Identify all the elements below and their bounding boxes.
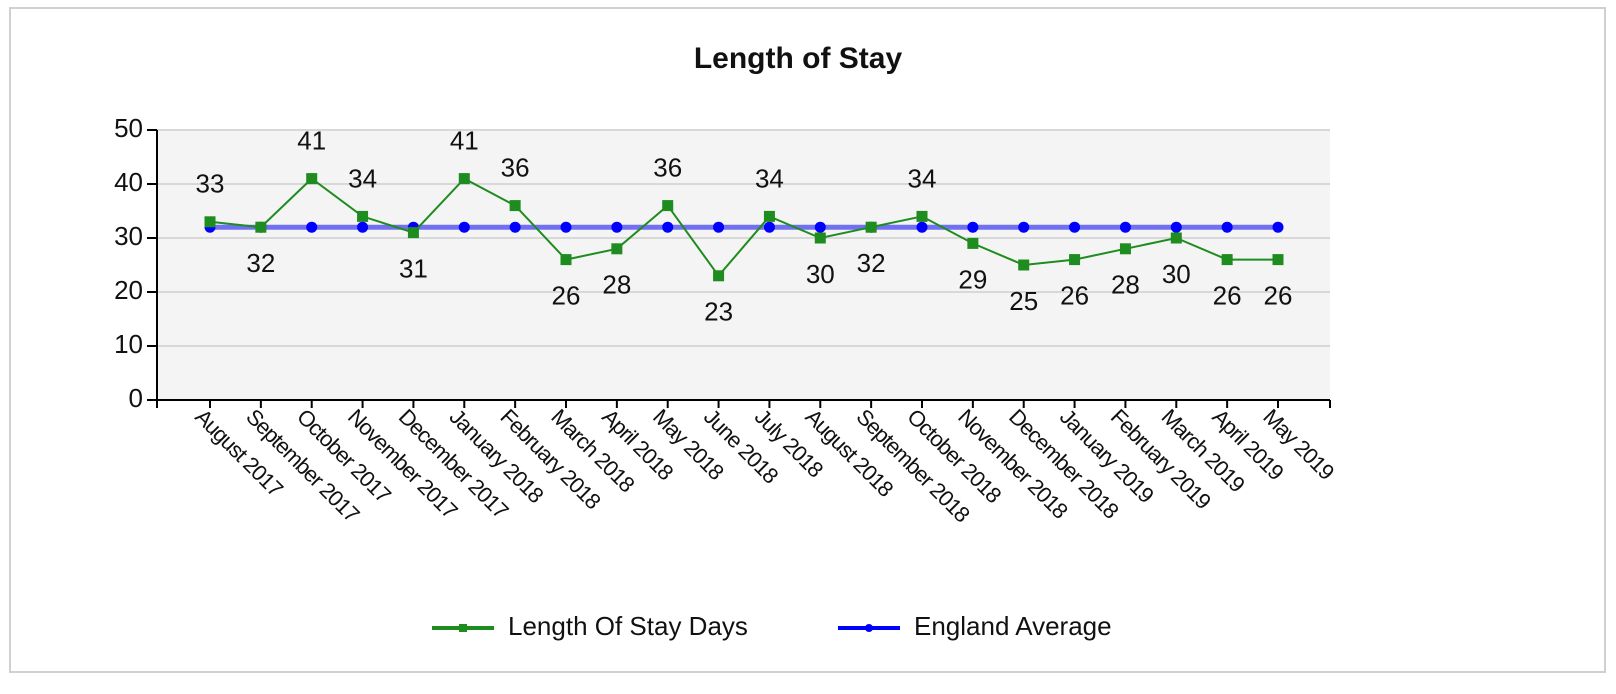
point bbox=[509, 200, 521, 212]
data-label: 25 bbox=[1009, 286, 1038, 316]
plot-area bbox=[157, 130, 1330, 400]
data-label: 31 bbox=[399, 253, 428, 283]
point bbox=[1221, 254, 1233, 266]
y-tick-label: 10 bbox=[114, 329, 143, 359]
data-label: 33 bbox=[196, 169, 225, 199]
point bbox=[611, 243, 623, 255]
point bbox=[458, 221, 470, 233]
point bbox=[713, 270, 725, 282]
legend-marker bbox=[459, 624, 467, 632]
y-tick-label: 40 bbox=[114, 167, 143, 197]
point bbox=[713, 221, 725, 233]
data-label: 26 bbox=[552, 280, 581, 310]
point bbox=[407, 227, 419, 239]
data-label: 36 bbox=[501, 152, 530, 182]
point bbox=[1221, 221, 1233, 233]
y-tick-label: 50 bbox=[114, 113, 143, 143]
data-label: 28 bbox=[602, 270, 631, 300]
data-label: 36 bbox=[653, 152, 682, 182]
point bbox=[306, 173, 318, 185]
point bbox=[662, 221, 674, 233]
point bbox=[916, 210, 928, 222]
point bbox=[814, 221, 826, 233]
point bbox=[1170, 221, 1182, 233]
data-label: 41 bbox=[297, 125, 326, 155]
point bbox=[763, 210, 775, 222]
data-label: 32 bbox=[857, 248, 886, 278]
point bbox=[560, 221, 572, 233]
point bbox=[357, 221, 369, 233]
point bbox=[611, 221, 623, 233]
data-label: 30 bbox=[1162, 259, 1191, 289]
data-label: 34 bbox=[755, 163, 784, 193]
point bbox=[1272, 254, 1284, 266]
point bbox=[916, 221, 928, 233]
point bbox=[662, 200, 674, 212]
chart-title: Length of Stay bbox=[694, 42, 903, 75]
data-label: 30 bbox=[806, 259, 835, 289]
data-label: 41 bbox=[450, 125, 479, 155]
point bbox=[1272, 221, 1284, 233]
data-label: 34 bbox=[348, 163, 377, 193]
point bbox=[357, 210, 369, 222]
series-line bbox=[209, 177, 1278, 278]
data-label: 26 bbox=[1213, 280, 1242, 310]
data-label: 29 bbox=[958, 264, 987, 294]
data-label: 23 bbox=[704, 297, 733, 327]
point bbox=[967, 237, 979, 249]
y-tick-label: 0 bbox=[129, 383, 143, 413]
point bbox=[1069, 254, 1081, 266]
point bbox=[865, 221, 877, 233]
y-tick-label: 30 bbox=[114, 221, 143, 251]
point bbox=[1018, 259, 1030, 271]
point bbox=[1119, 243, 1131, 255]
point bbox=[1170, 232, 1182, 244]
point bbox=[509, 221, 521, 233]
point bbox=[814, 232, 826, 244]
legend-label: England Average bbox=[914, 611, 1112, 641]
point bbox=[306, 221, 318, 233]
point bbox=[458, 173, 470, 185]
point bbox=[1069, 221, 1081, 233]
data-label: 32 bbox=[246, 248, 275, 278]
legend-label: Length Of Stay Days bbox=[508, 611, 748, 641]
point bbox=[204, 216, 216, 228]
point bbox=[255, 221, 267, 233]
data-label: 26 bbox=[1264, 280, 1293, 310]
point bbox=[967, 221, 979, 233]
data-label: 34 bbox=[908, 163, 937, 193]
point bbox=[763, 221, 775, 233]
point bbox=[1119, 221, 1131, 233]
data-label: 28 bbox=[1111, 270, 1140, 300]
data-label: 26 bbox=[1060, 280, 1089, 310]
point bbox=[1018, 221, 1030, 233]
legend-marker bbox=[865, 624, 873, 632]
y-tick-label: 20 bbox=[114, 275, 143, 305]
point bbox=[560, 254, 572, 266]
